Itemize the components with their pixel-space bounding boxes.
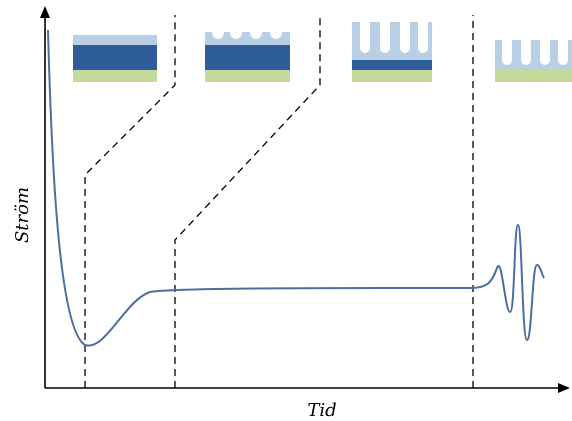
- substrate: [352, 70, 432, 82]
- x-arrow: [558, 383, 570, 393]
- y-arrow: [40, 6, 50, 18]
- stage-2: [205, 32, 290, 82]
- y-axis-label: Ström: [12, 187, 33, 243]
- diagram: Ström Tid: [0, 0, 572, 421]
- substrate: [495, 70, 572, 82]
- oxide-layer: [73, 35, 157, 45]
- substrate: [205, 70, 290, 82]
- metal-layer: [352, 60, 432, 70]
- stage-4: [495, 40, 572, 82]
- metal-layer: [73, 45, 157, 70]
- stage-3: [352, 22, 432, 82]
- substrate: [73, 70, 157, 82]
- x-axis-label: Tid: [307, 400, 336, 421]
- metal-layer: [205, 45, 290, 70]
- stage-1: [73, 35, 157, 82]
